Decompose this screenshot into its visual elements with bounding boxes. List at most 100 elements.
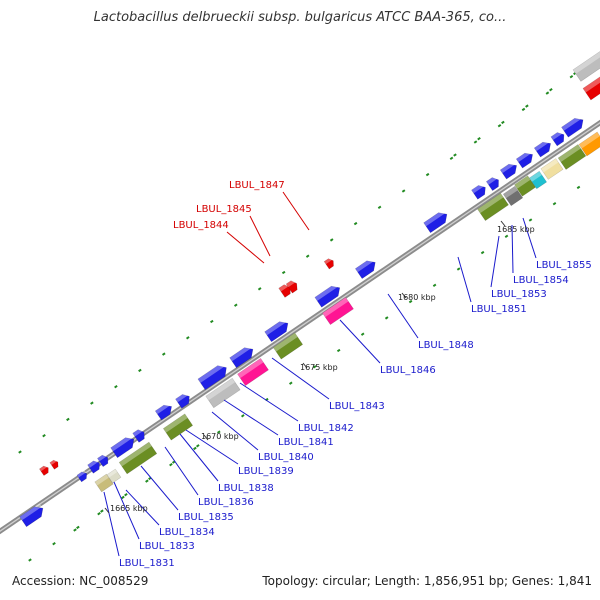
gene-cds-shape: [355, 260, 376, 279]
gene-trna: [323, 257, 334, 270]
leader-line: [226, 231, 265, 264]
gene-cds: [533, 138, 551, 158]
gene-other-gloss: [205, 378, 236, 401]
gene-cds: [154, 401, 172, 421]
gc-dot: [545, 91, 550, 95]
gene-trna-gloss: [286, 278, 296, 288]
gc-dot: [480, 250, 485, 255]
gene-cds: [19, 503, 44, 528]
gene-cds: [423, 209, 448, 234]
gene-cds-gloss: [534, 138, 550, 152]
gc-dot: [209, 319, 214, 324]
gene-cds: [515, 149, 533, 169]
gc-dot: [100, 509, 104, 513]
gene-cds: [355, 257, 376, 279]
gene-trna-shape: [49, 459, 59, 470]
gene-label: LBUL_1851: [471, 304, 527, 315]
gc-dot: [195, 444, 200, 448]
scale-tick-label: 1680 kbp: [398, 293, 436, 302]
gene-other-gloss: [503, 186, 518, 199]
gc-dot: [477, 137, 481, 141]
gc-dot: [552, 202, 557, 206]
gene-cds-gloss: [314, 282, 339, 301]
gene-cds-shape: [471, 185, 486, 200]
gene-cds-gloss: [500, 160, 516, 174]
gene-other-gloss: [578, 132, 600, 149]
gc-dot: [216, 430, 221, 434]
gene-cds-shape: [19, 506, 44, 528]
gene-label: LBUL_1854: [513, 275, 569, 286]
gc-dot: [425, 172, 430, 177]
gene-cds-gloss: [229, 344, 252, 362]
gene-misc-shape: [237, 357, 269, 387]
gene-trna: [582, 75, 600, 101]
gene-cds-shape: [175, 394, 190, 409]
gene-cds-shape: [515, 152, 533, 169]
gene-other: [94, 473, 114, 493]
gc-dot: [161, 352, 166, 356]
gene-cds-gloss: [19, 503, 42, 521]
gene-trna-shape: [323, 258, 334, 270]
gc-dot: [401, 189, 406, 193]
leader-line: [164, 446, 199, 496]
gene-other-shape: [502, 185, 524, 207]
gc-dot: [449, 156, 454, 160]
feature-track: [19, 50, 600, 528]
leader-line: [103, 491, 120, 557]
gc-dot: [169, 463, 173, 467]
gene-other-gloss: [529, 171, 542, 182]
gc-dot: [312, 365, 317, 369]
gene-cds-gloss: [175, 391, 189, 403]
gene-label: LBUL_1853: [491, 289, 547, 300]
gene-trna-gloss: [49, 458, 58, 465]
gene-cds-shape: [97, 454, 109, 468]
gene-other-gloss: [540, 158, 559, 173]
gc-dot: [233, 303, 238, 307]
gene-label: LBUL_1835: [178, 512, 234, 523]
gene-rrna-gloss: [477, 193, 504, 214]
leader-line: [457, 256, 472, 303]
leader-line: [125, 489, 160, 526]
gene-label: LBUL_1843: [329, 401, 385, 412]
gene-other-gloss: [573, 50, 600, 74]
gene-cds: [175, 391, 190, 409]
gene-cds-shape: [423, 212, 448, 234]
gene-cds-gloss: [264, 318, 287, 336]
gc-dot: [408, 299, 413, 304]
gene-other: [529, 170, 547, 190]
gene-rrna: [477, 192, 509, 222]
gc-dot: [384, 316, 389, 320]
gc-dot: [329, 238, 334, 242]
leader-line: [249, 215, 271, 257]
leader-line: [339, 319, 381, 364]
gene-trna-gloss: [39, 464, 48, 472]
gene-rrna-shape: [477, 192, 509, 222]
leader-line: [511, 224, 514, 274]
gene-label: LBUL_1846: [380, 365, 436, 376]
gc-dot: [138, 368, 142, 373]
gene-cds: [486, 175, 499, 191]
leader-line: [211, 411, 259, 451]
gene-label: LBUL_1842: [298, 423, 354, 434]
gc-dot: [501, 120, 505, 125]
gene-label: LBUL_1834: [159, 527, 215, 538]
gene-rrna: [557, 144, 587, 170]
gene-rrna-gloss: [119, 442, 152, 467]
gc-dot: [185, 336, 190, 340]
gc-dot: [52, 542, 56, 546]
gene-cds: [97, 453, 109, 468]
gene-cds-shape: [533, 141, 551, 158]
gene-cds: [110, 434, 135, 459]
leader-line: [387, 293, 419, 339]
gene-cds-shape: [87, 460, 100, 474]
gene-label: LBUL_1847: [229, 180, 285, 191]
gc-dot: [528, 218, 533, 222]
gene-cds: [314, 282, 341, 308]
gene-cds: [87, 458, 100, 474]
gene-trna: [285, 278, 298, 294]
gene-label: LBUL_1838: [218, 483, 274, 494]
gc-dot: [305, 254, 310, 258]
gc-dot: [145, 479, 149, 483]
backbone: [0, 119, 600, 535]
scale-tick: [302, 362, 308, 369]
